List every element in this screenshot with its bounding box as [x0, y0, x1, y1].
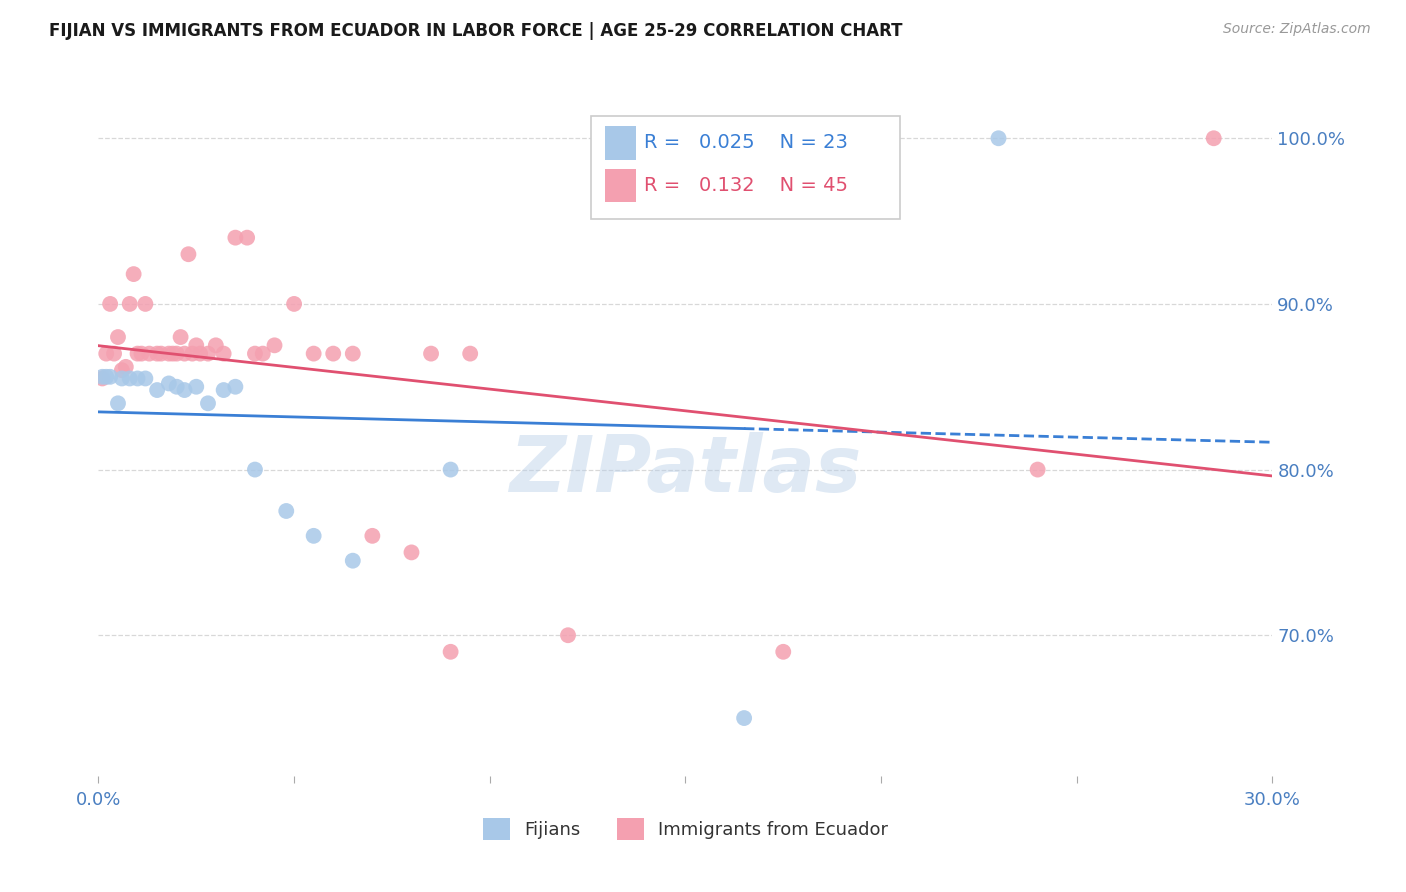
Point — [91, 369, 114, 384]
Point — [439, 462, 461, 476]
Point — [276, 504, 298, 518]
Point — [98, 297, 121, 311]
Point — [166, 346, 188, 360]
Point — [96, 369, 118, 384]
Point — [181, 346, 204, 360]
Point — [96, 346, 118, 360]
Point — [252, 346, 274, 360]
Point — [169, 330, 191, 344]
Point — [1202, 131, 1225, 145]
Point — [197, 396, 219, 410]
Point — [107, 396, 129, 410]
Point — [342, 554, 364, 568]
Point — [236, 230, 259, 244]
Point — [243, 346, 266, 360]
Point — [118, 371, 141, 385]
Point — [224, 230, 246, 244]
Point — [131, 346, 153, 360]
Point — [107, 330, 129, 344]
Point — [733, 711, 755, 725]
Point — [401, 545, 423, 559]
Point — [342, 346, 364, 360]
Text: R =   0.132    N = 45: R = 0.132 N = 45 — [644, 176, 848, 195]
Point — [420, 346, 443, 360]
Point — [557, 628, 579, 642]
Point — [205, 338, 228, 352]
Point — [157, 346, 180, 360]
Point — [98, 369, 121, 384]
Point — [224, 380, 246, 394]
Point — [177, 247, 200, 261]
Point — [127, 371, 149, 385]
Point — [118, 297, 141, 311]
Point — [146, 383, 169, 397]
Point — [114, 359, 136, 374]
Point — [134, 297, 156, 311]
Text: R =   0.025    N = 23: R = 0.025 N = 23 — [644, 133, 848, 153]
Point — [197, 346, 219, 360]
Point — [322, 346, 344, 360]
Text: Source: ZipAtlas.com: Source: ZipAtlas.com — [1223, 22, 1371, 37]
Point — [111, 371, 134, 385]
Point — [212, 346, 235, 360]
Point — [157, 376, 180, 391]
Point — [122, 267, 145, 281]
Point — [263, 338, 285, 352]
Point — [987, 131, 1010, 145]
Point — [186, 380, 208, 394]
Point — [772, 645, 794, 659]
Point — [91, 371, 114, 385]
Point — [188, 346, 211, 360]
Point — [439, 645, 461, 659]
Point — [134, 371, 156, 385]
Point — [361, 529, 384, 543]
Point — [283, 297, 305, 311]
Point — [186, 338, 208, 352]
Point — [173, 383, 195, 397]
Text: ZIPatlas: ZIPatlas — [509, 432, 862, 508]
Legend: Fijians, Immigrants from Ecuador: Fijians, Immigrants from Ecuador — [475, 811, 896, 847]
Point — [243, 462, 266, 476]
Point — [111, 363, 134, 377]
Point — [150, 346, 173, 360]
Point — [103, 346, 125, 360]
Point — [1026, 462, 1049, 476]
Point — [146, 346, 169, 360]
Point — [302, 529, 325, 543]
Point — [127, 346, 149, 360]
Point — [138, 346, 160, 360]
Text: FIJIAN VS IMMIGRANTS FROM ECUADOR IN LABOR FORCE | AGE 25-29 CORRELATION CHART: FIJIAN VS IMMIGRANTS FROM ECUADOR IN LAB… — [49, 22, 903, 40]
Point — [212, 383, 235, 397]
Point — [458, 346, 481, 360]
Point — [166, 380, 188, 394]
Point — [162, 346, 184, 360]
Point — [173, 346, 195, 360]
Point — [302, 346, 325, 360]
